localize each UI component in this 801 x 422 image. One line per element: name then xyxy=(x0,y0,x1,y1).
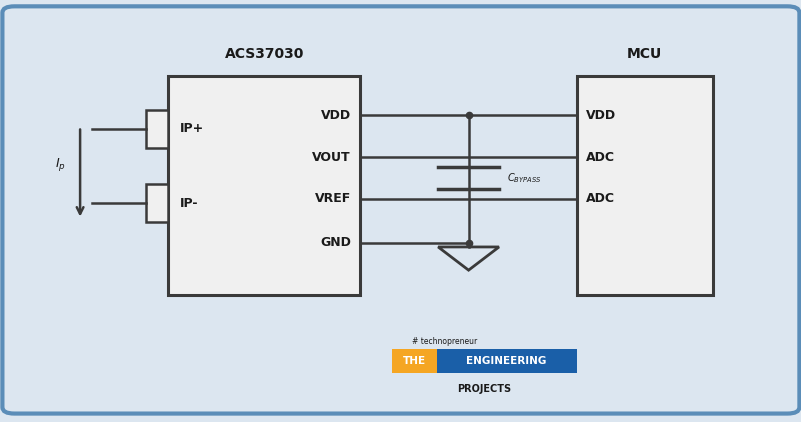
Text: $I_p$: $I_p$ xyxy=(54,156,66,173)
Text: ACS37030: ACS37030 xyxy=(224,47,304,61)
FancyBboxPatch shape xyxy=(577,76,713,295)
FancyBboxPatch shape xyxy=(2,6,799,414)
FancyBboxPatch shape xyxy=(392,349,437,373)
FancyBboxPatch shape xyxy=(146,110,168,148)
Text: ENGINEERING: ENGINEERING xyxy=(466,356,547,366)
Text: PROJECTS: PROJECTS xyxy=(457,384,512,394)
Text: $C_{BYPASS}$: $C_{BYPASS}$ xyxy=(507,171,542,185)
Text: MCU: MCU xyxy=(627,47,662,61)
FancyBboxPatch shape xyxy=(146,184,168,222)
FancyBboxPatch shape xyxy=(437,349,577,373)
Text: IP-: IP- xyxy=(180,197,199,210)
Text: # technopreneur: # technopreneur xyxy=(412,337,477,346)
Text: IP+: IP+ xyxy=(180,122,204,135)
Text: VOUT: VOUT xyxy=(312,151,351,164)
Text: GND: GND xyxy=(320,236,351,249)
Text: ADC: ADC xyxy=(586,151,615,164)
Text: VDD: VDD xyxy=(320,109,351,122)
FancyBboxPatch shape xyxy=(168,76,360,295)
Text: VDD: VDD xyxy=(586,109,617,122)
Text: THE: THE xyxy=(403,356,426,366)
Text: VREF: VREF xyxy=(315,192,351,206)
Text: ADC: ADC xyxy=(586,192,615,206)
